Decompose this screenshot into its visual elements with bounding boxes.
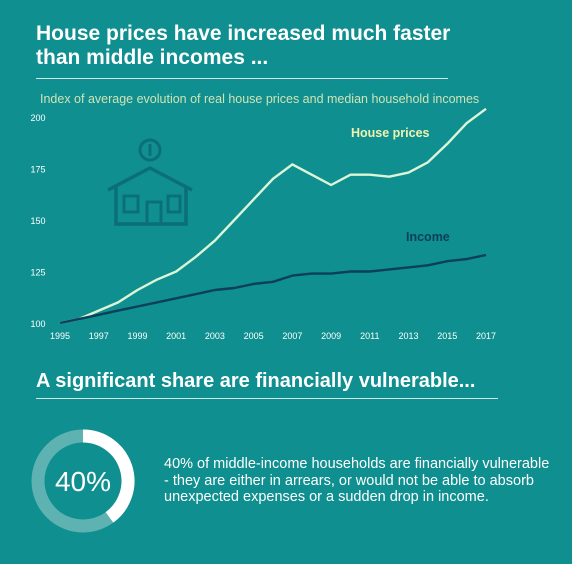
x-tick-label: 1997 (89, 331, 109, 341)
donut-chart: 40% (31, 429, 135, 533)
x-tick-label: 2005 (244, 331, 264, 341)
house-prices-line (59, 107, 487, 325)
section-heading: A significant share are financially vuln… (36, 370, 476, 392)
section-divider (36, 398, 498, 399)
title-line-2: than middle incomes ... (36, 46, 269, 69)
house-prices-label: House prices (351, 126, 430, 140)
house-window-right (166, 194, 182, 214)
x-tick-label: 1995 (50, 331, 70, 341)
x-tick-label: 2001 (166, 331, 186, 341)
x-tick-label: 2013 (399, 331, 419, 341)
chart-subtitle: Index of average evolution of real house… (40, 92, 480, 106)
x-tick-label: 2009 (321, 331, 341, 341)
page-title: House prices have increased much faster … (36, 22, 466, 70)
x-tick-label: 2003 (205, 331, 225, 341)
y-tick-label: 150 (30, 216, 45, 226)
vulnerability-description: 40% of middle-income households are fina… (164, 456, 550, 505)
title-line-1: House prices have increased much faster (36, 22, 451, 45)
house-coin-icon (107, 138, 193, 226)
income-label: Income (406, 230, 450, 244)
y-tick-label: 125 (30, 268, 45, 278)
donut-percent-label: 40% (55, 466, 111, 497)
donut-arc (82, 429, 135, 523)
coin-icon (138, 138, 162, 162)
house-walls (114, 186, 188, 226)
x-tick-label: 2007 (282, 331, 302, 341)
y-tick-label: 100 (30, 319, 45, 329)
x-tick-label: 1999 (127, 331, 147, 341)
x-tick-label: 2017 (476, 331, 496, 341)
income-line (59, 253, 487, 325)
y-tick-label: 175 (30, 165, 45, 175)
house-roof (107, 166, 193, 192)
x-tick-label: 2015 (437, 331, 457, 341)
x-tick-label: 2011 (360, 331, 379, 341)
house-door (145, 200, 163, 226)
title-divider (36, 78, 448, 79)
y-tick-label: 200 (30, 113, 45, 123)
house-window-left (122, 194, 140, 214)
line-chart: 100 125 150 175 200 1995 1997 1999 2001 2003 2005… (30, 107, 496, 341)
